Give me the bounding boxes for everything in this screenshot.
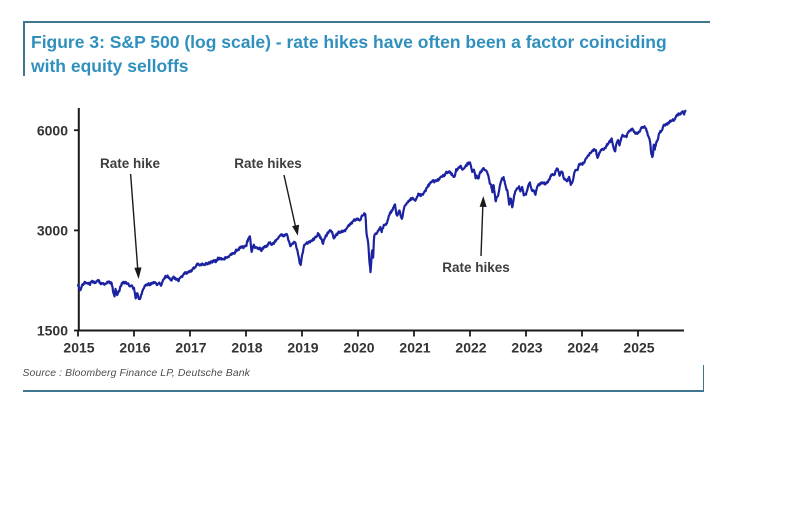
svg-text:1500: 1500 [37, 323, 68, 339]
svg-text:2024: 2024 [567, 340, 598, 356]
svg-text:2023: 2023 [511, 340, 542, 356]
svg-text:2018: 2018 [231, 340, 262, 356]
svg-text:6000: 6000 [37, 122, 68, 138]
svg-text:2017: 2017 [175, 340, 206, 356]
svg-text:Rate hike: Rate hike [100, 156, 161, 171]
svg-text:2022: 2022 [455, 340, 486, 356]
svg-text:2025: 2025 [623, 340, 654, 356]
svg-text:2019: 2019 [287, 340, 318, 356]
svg-text:2015: 2015 [63, 340, 94, 356]
svg-text:3000: 3000 [37, 222, 68, 238]
svg-text:2020: 2020 [343, 340, 374, 356]
svg-text:2016: 2016 [119, 340, 150, 356]
svg-text:Rate hikes: Rate hikes [234, 156, 302, 171]
svg-text:Rate hikes: Rate hikes [442, 260, 510, 275]
svg-text:2021: 2021 [399, 340, 430, 356]
